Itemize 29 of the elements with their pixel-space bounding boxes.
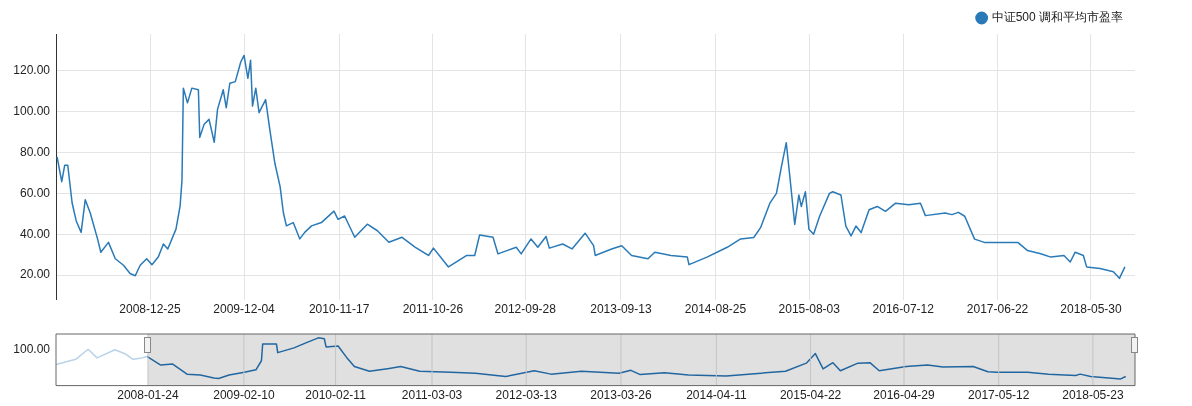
- y-tick-label: 40.00: [19, 226, 51, 241]
- x-tick-label: 2013-03-26: [590, 388, 652, 403]
- legend-label: 中证500 调和平均市盈率: [991, 10, 1123, 25]
- x-tick-label: 2010-02-11: [305, 388, 367, 403]
- x-tick-label: 2011-03-03: [401, 388, 463, 403]
- x-tick-label: 2016-04-29: [873, 388, 936, 403]
- y-tick-label: 60.00: [19, 185, 51, 200]
- x-tick-label: 2014-08-25: [684, 302, 747, 317]
- x-tick-label: 2015-04-22: [779, 388, 842, 403]
- x-tick-label: 2010-11-17: [308, 302, 370, 317]
- x-tick-label: 2018-05-23: [1062, 388, 1124, 403]
- x-tick-label: 2018-05-30: [1060, 302, 1123, 317]
- y-tick-label: 100.00: [13, 103, 51, 118]
- x-tick-label: 2016-07-12: [872, 302, 935, 317]
- x-tick-label: 2009-12-04: [213, 302, 276, 317]
- x-tick-label: 2017-06-22: [966, 302, 1029, 317]
- x-tick-label: 2015-08-03: [778, 302, 841, 317]
- x-tick-label: 2009-02-10: [213, 388, 275, 403]
- x-tick-label: 2008-01-24: [117, 388, 179, 403]
- x-tick-label: 2012-03-13: [495, 388, 558, 403]
- x-tick-label: 2013-09-13: [590, 302, 652, 317]
- x-tick-label: 2008-12-25: [119, 302, 182, 317]
- y-tick-label: 120.00: [13, 63, 51, 78]
- y-tick-label: 80.00: [19, 144, 51, 159]
- x-tick-label: 2014-04-11: [686, 388, 747, 403]
- y-tick-label: 20.00: [19, 267, 51, 282]
- x-tick-label: 2017-05-12: [968, 388, 1030, 403]
- x-tick-label: 2012-09-28: [494, 302, 557, 317]
- x-tick-label: 2011-10-26: [402, 302, 464, 317]
